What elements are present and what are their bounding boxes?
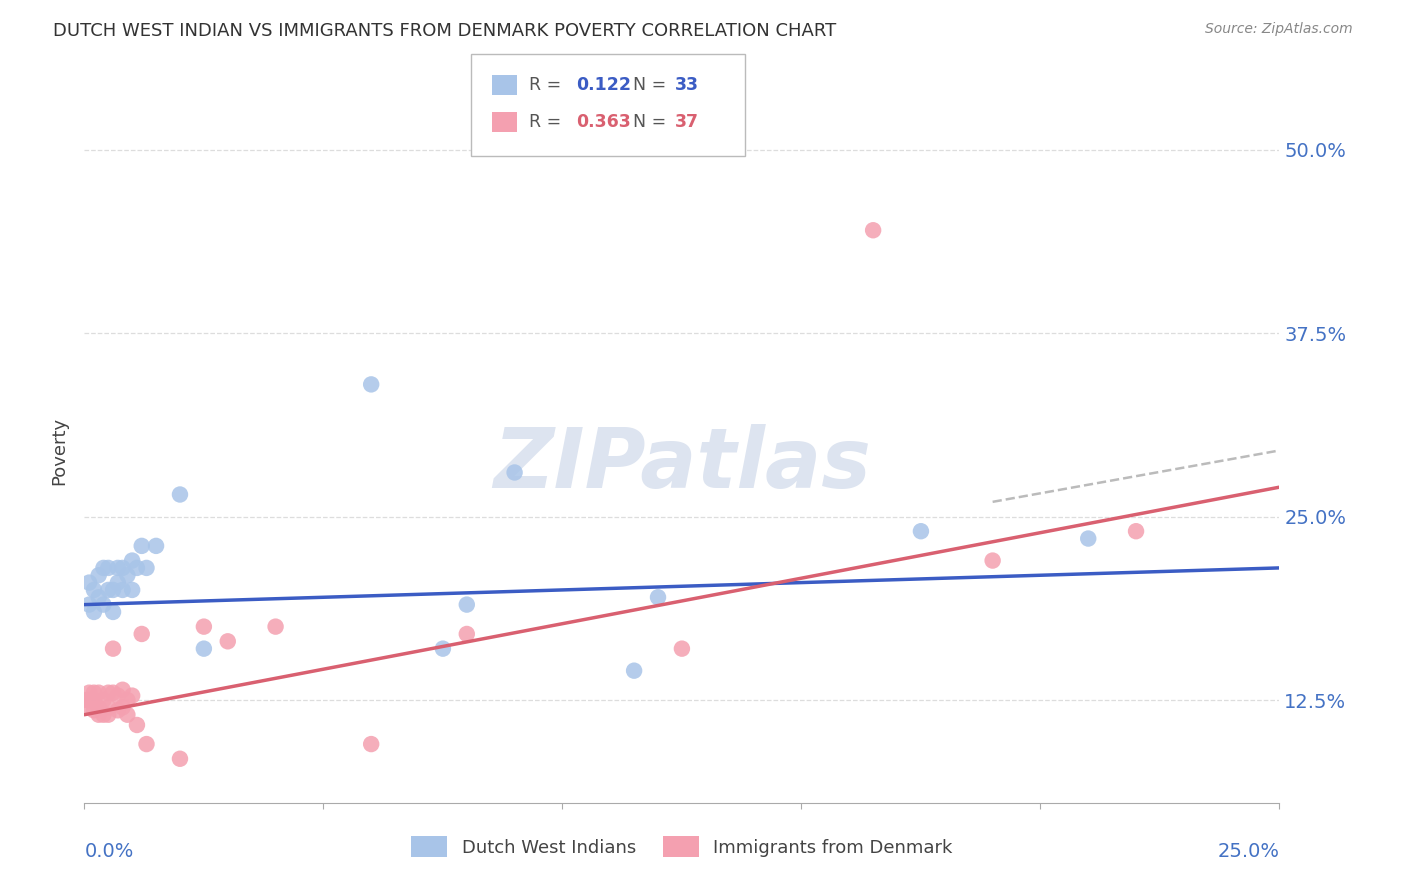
Point [93,707,115,722]
Point [93,693,115,707]
Point [432,641,454,656]
Text: Source: ZipAtlas.com: Source: ZipAtlas.com [1205,22,1353,37]
Point [107,689,129,703]
Point [97,686,120,700]
Point [87,591,110,605]
Text: 0.0%: 0.0% [84,842,134,861]
Point [456,627,478,641]
Point [125,718,148,732]
Point [647,591,669,605]
Point [97,582,120,597]
Point [77,575,100,590]
Point [193,619,215,633]
Text: 25.0%: 25.0% [1218,842,1279,861]
Point [101,641,124,656]
Point [111,561,134,575]
Point [97,561,120,575]
Point [117,568,139,582]
Point [87,700,110,714]
Point [101,605,124,619]
Text: R =: R = [529,113,572,131]
Point [131,627,153,641]
Point [77,693,100,707]
Point [135,561,157,575]
Point [93,598,115,612]
Point [503,466,526,480]
Point [145,539,167,553]
Point [360,737,382,751]
Point [1077,532,1099,546]
Text: 0.122: 0.122 [576,76,631,94]
Point [217,634,239,648]
Point [862,223,884,237]
Text: N =: N = [633,113,672,131]
Point [97,707,120,722]
Text: 0.363: 0.363 [576,113,631,131]
Text: 37: 37 [675,113,699,131]
Text: N =: N = [633,76,672,94]
Point [169,752,191,766]
Point [83,605,105,619]
Point [121,582,143,597]
Point [97,700,120,714]
Point [77,700,100,714]
Point [131,539,153,553]
Point [910,524,932,539]
Point [125,561,148,575]
Point [981,553,1004,567]
Point [117,693,139,707]
Text: DUTCH WEST INDIAN VS IMMIGRANTS FROM DENMARK POVERTY CORRELATION CHART: DUTCH WEST INDIAN VS IMMIGRANTS FROM DEN… [53,22,837,40]
Point [111,700,134,714]
Point [87,707,110,722]
Point [121,689,143,703]
Point [107,561,129,575]
Point [360,377,382,392]
Point [101,686,124,700]
Point [77,598,100,612]
Point [87,686,110,700]
Text: R =: R = [529,76,572,94]
Point [107,703,129,717]
Point [83,693,105,707]
Text: ZIPatlas: ZIPatlas [494,424,870,505]
Point [111,682,134,697]
Point [1125,524,1147,539]
Point [264,619,287,633]
Point [135,737,157,751]
Point [77,686,100,700]
Point [101,582,124,597]
Point [111,582,134,597]
Point [73,693,96,707]
Point [623,664,645,678]
Point [83,703,105,717]
Point [117,707,139,722]
Point [121,553,143,567]
Point [169,487,191,501]
Point [107,575,129,590]
Point [83,686,105,700]
Point [671,641,693,656]
Point [193,641,215,656]
Legend: Dutch West Indians, Immigrants from Denmark: Dutch West Indians, Immigrants from Denm… [404,829,960,864]
Text: 33: 33 [675,76,699,94]
Point [83,582,105,597]
Point [456,598,478,612]
Point [93,561,115,575]
Point [87,568,110,582]
Y-axis label: Poverty: Poverty [51,417,69,484]
